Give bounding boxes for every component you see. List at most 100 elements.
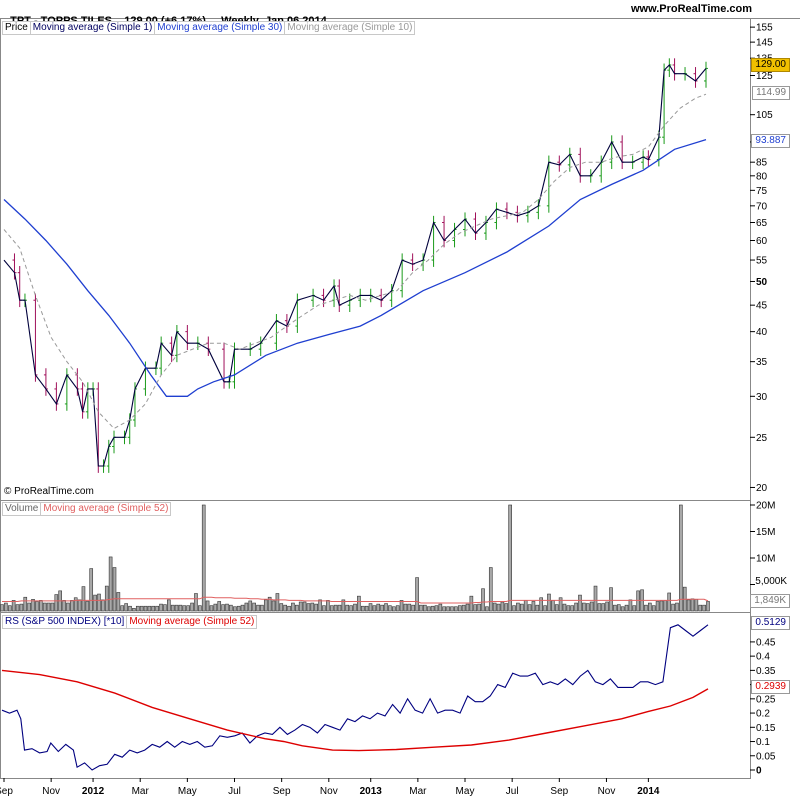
volume-bar	[256, 604, 260, 612]
volume-bar	[508, 504, 512, 612]
x-tick-label: Mar	[132, 786, 150, 797]
volume-bar	[333, 604, 338, 612]
price-ytick-label: 75	[756, 186, 768, 197]
volume-bar	[205, 600, 210, 612]
volume-bar	[597, 603, 602, 612]
volume-bar	[353, 603, 357, 612]
x-tick-label: Nov	[320, 786, 338, 797]
volume-bar	[73, 597, 78, 612]
volume-bar	[50, 602, 55, 612]
volume-bar	[225, 603, 229, 612]
price-ytick-label: 65	[756, 218, 768, 229]
volume-bar	[38, 600, 43, 612]
volume-bar	[496, 603, 501, 612]
volume-bar	[283, 604, 287, 612]
volume-bar	[240, 604, 245, 612]
volume-bar	[442, 606, 447, 612]
volume-bar	[651, 605, 656, 612]
volume-bar	[116, 592, 121, 612]
volume-bar	[124, 603, 128, 612]
volume-bar	[411, 604, 415, 612]
volume-bar	[279, 603, 284, 612]
rs-ytick-label: 0.35	[756, 666, 776, 677]
price-ytick-label: 50	[756, 277, 768, 288]
volume-bar	[380, 604, 384, 612]
volume-bar	[89, 568, 94, 612]
legend-ma1[interactable]: Moving average (Simple 1)	[29, 21, 156, 35]
legend-rs-ma[interactable]: Moving average (Simple 52)	[126, 615, 258, 629]
volume-bar	[275, 593, 280, 612]
volume-bar	[349, 605, 353, 612]
volume-bar	[298, 601, 303, 612]
volume-bar	[504, 603, 509, 612]
volume-bar	[601, 603, 606, 612]
rs-ytick-label: 0.2	[756, 709, 770, 720]
volume-bar	[217, 601, 222, 612]
volume-bar	[702, 604, 706, 612]
x-tick-label: May	[178, 786, 197, 797]
rs-value-tag: 0.5129	[751, 616, 790, 630]
volume-bar	[364, 605, 369, 612]
volume-bar	[609, 587, 613, 612]
volume-bar	[520, 603, 524, 612]
volume-bar	[252, 602, 256, 612]
site-link[interactable]: www.ProRealTime.com	[630, 3, 752, 15]
volume-ytick-label: 20M	[756, 501, 775, 512]
volume-bar	[306, 603, 311, 612]
volume-bar	[477, 603, 481, 612]
volume-bar	[558, 597, 563, 612]
volume-bar	[535, 604, 540, 612]
volume-bar	[360, 605, 365, 612]
volume-ma-line	[2, 596, 709, 604]
legend-volume[interactable]: Volume	[2, 502, 42, 516]
volume-bar	[326, 600, 330, 612]
volume-bar	[562, 603, 567, 612]
volume-bar	[593, 585, 598, 612]
rs-ytick-label: 0.1	[756, 737, 770, 748]
volume-bar	[465, 603, 470, 612]
legend-price[interactable]: Price	[2, 21, 31, 35]
volume-bar	[679, 504, 683, 612]
volume-bar	[287, 605, 291, 612]
ma1-line	[3, 64, 707, 467]
volume-bar	[430, 605, 435, 612]
volume-bar	[566, 605, 571, 612]
volume-bar	[605, 601, 609, 612]
volume-bar	[473, 604, 478, 612]
volume-bar	[403, 603, 408, 612]
volume-bar	[345, 604, 350, 612]
volume-bar	[570, 605, 575, 612]
legend-rs[interactable]: RS (S&P 500 INDEX) [*10]	[2, 615, 128, 629]
volume-bar	[229, 604, 233, 612]
volume-bar	[485, 606, 489, 612]
volume-bar	[7, 605, 12, 612]
volume-bar	[62, 600, 66, 612]
legend-ma10[interactable]: Moving average (Simple 10)	[284, 21, 416, 35]
volume-bar	[613, 604, 617, 612]
volume-bar	[310, 602, 315, 612]
volume-bar	[667, 592, 672, 612]
volume-bar	[81, 586, 86, 612]
volume-bar	[632, 605, 637, 612]
volume-bar	[539, 597, 543, 612]
x-tick-label: Nov	[598, 786, 616, 797]
volume-bar	[481, 588, 485, 612]
volume-bar	[659, 600, 664, 612]
price-ytick-label: 40	[756, 327, 768, 338]
volume-bar	[399, 600, 404, 612]
volume-bar	[170, 604, 175, 612]
volume-bar	[232, 606, 237, 612]
volume-bar	[578, 594, 582, 612]
volume-bar	[547, 593, 551, 612]
volume-bar	[388, 605, 392, 612]
volume-bar	[46, 602, 51, 612]
volume-bar	[302, 601, 307, 612]
legend-ma30[interactable]: Moving average (Simple 30)	[154, 21, 286, 35]
volume-bar	[357, 595, 361, 612]
legend-vol-ma[interactable]: Moving average (Simple 52)	[40, 502, 172, 516]
volume-bar	[186, 605, 190, 612]
x-tick-label: 2012	[82, 786, 105, 797]
volume-bar	[263, 599, 268, 612]
volume-ytick-label: 15M	[756, 527, 775, 538]
price-ytick-label: 70	[756, 201, 768, 212]
